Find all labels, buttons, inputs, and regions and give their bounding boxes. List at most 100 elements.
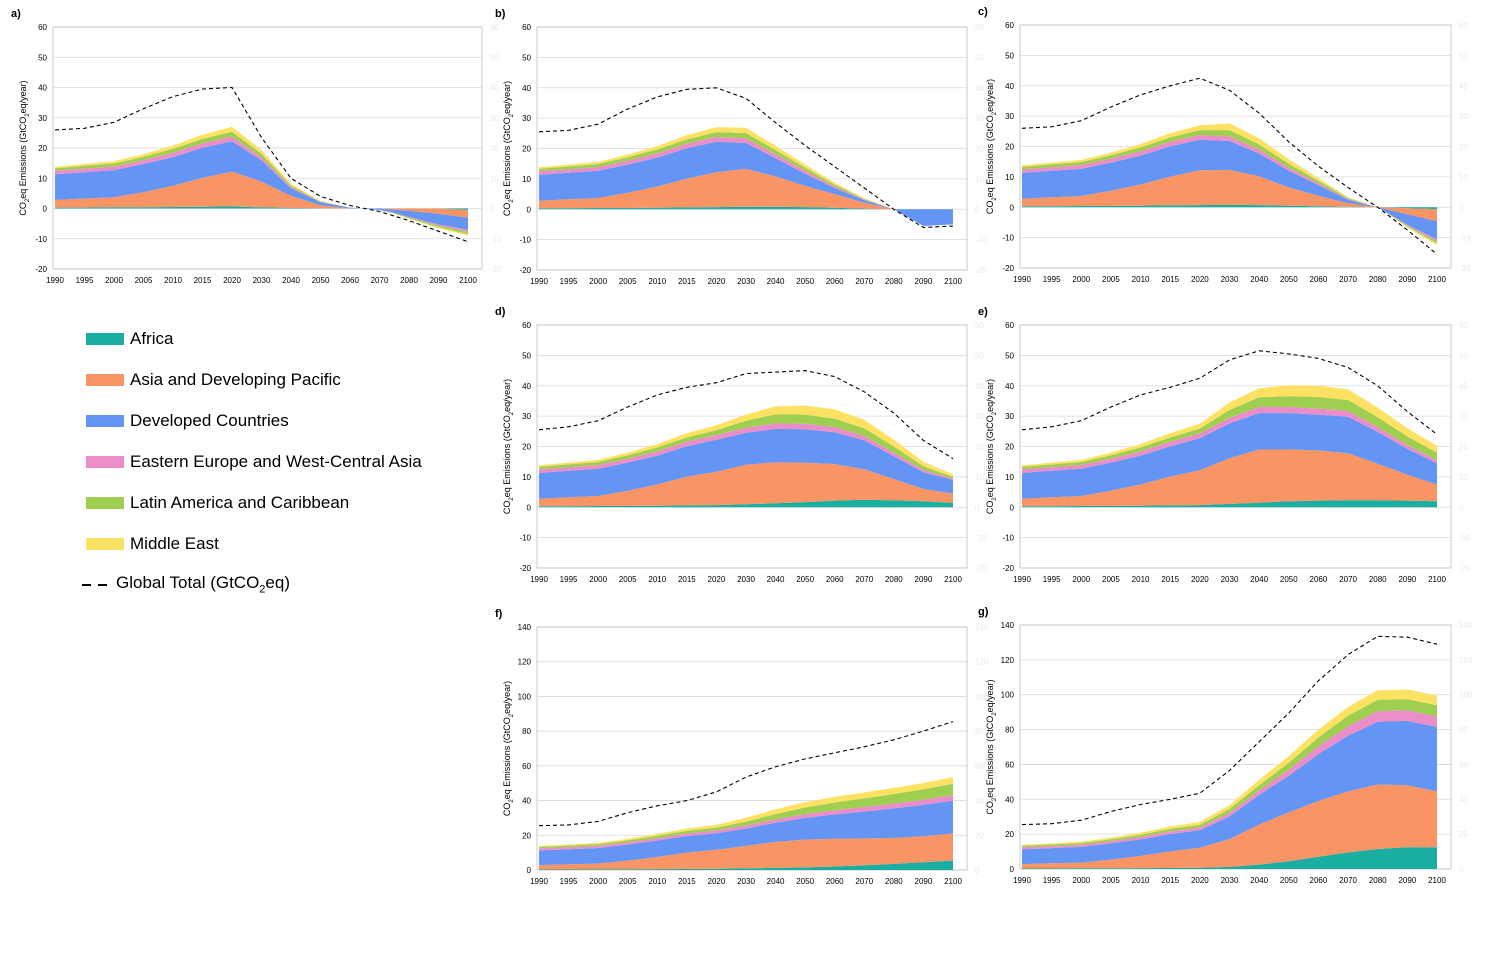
legend-item-latin-america: Latin America and Caribbean	[86, 482, 476, 523]
y2-tick-label: 10	[1459, 173, 1468, 182]
y-tick-label: 40	[522, 382, 531, 391]
x-tick-label: 2070	[1339, 575, 1357, 584]
x-tick-label: 2080	[885, 877, 903, 886]
y2-tick-label: 50	[1459, 351, 1468, 360]
x-tick-label: 2100	[944, 877, 962, 886]
x-tick-label: 2030	[737, 877, 755, 886]
x-tick-label: 2015	[678, 877, 696, 886]
y2-tick-label: 10	[975, 473, 984, 482]
x-tick-label: 2040	[767, 575, 785, 584]
x-tick-label: 1995	[1043, 575, 1061, 584]
y-tick-label: 40	[1005, 795, 1014, 804]
x-tick-label: 2060	[826, 277, 844, 286]
y2-tick-label: 30	[1459, 112, 1468, 121]
area-series-developed-countries	[1022, 720, 1437, 865]
y2-tick-label: 60	[1459, 21, 1468, 30]
y2-tick-label: 30	[490, 114, 499, 123]
legend: Africa Asia and Developing Pacific Devel…	[82, 318, 476, 605]
y-tick-label: 20	[522, 443, 531, 452]
area-series-developed-countries	[1022, 139, 1437, 240]
x-tick-label: 2030	[1221, 575, 1239, 584]
x-tick-label: 2040	[767, 277, 785, 286]
plot-frame	[1019, 24, 1452, 269]
y-tick-label: 40	[522, 797, 531, 806]
x-tick-label: 2060	[1310, 876, 1328, 885]
x-tick-label: 2070	[1339, 275, 1357, 284]
legend-item-developed: Developed Countries	[86, 400, 476, 441]
x-tick-label: 2060	[826, 575, 844, 584]
legend-label: Developed Countries	[130, 410, 289, 430]
y-axis-label: CO2eq Emissions (GtCO2eq/year)	[18, 80, 31, 215]
x-tick-label: 2060	[1310, 575, 1328, 584]
x-tick-label: 2040	[1250, 275, 1268, 284]
global-total-line	[538, 87, 954, 229]
legend-label: Latin America and Caribbean	[130, 492, 350, 512]
y-tick-label: 120	[518, 658, 532, 667]
y-tick-label: 140	[1001, 621, 1015, 630]
y-tick-label: 20	[1005, 143, 1014, 152]
area-series-latin-america-and-caribbean	[1022, 396, 1437, 470]
y2-tick-label: 60	[490, 23, 499, 32]
x-tick-label: 2005	[619, 877, 637, 886]
legend-swatch	[86, 496, 124, 509]
y2-tick-label: 40	[975, 382, 984, 391]
y2-tick-label: 40	[975, 84, 984, 93]
area-series-africa	[1022, 500, 1437, 508]
y2-tick-label: 10	[1459, 473, 1468, 482]
y-tick-label: -20	[519, 564, 531, 573]
area-series-eastern-europe-and-west-central-asia	[55, 136, 468, 232]
x-tick-label: 2040	[767, 877, 785, 886]
area-series-africa	[539, 860, 953, 870]
y2-tick-label: 60	[975, 321, 984, 330]
legend-item-africa: Africa	[86, 318, 476, 359]
x-tick-label: 2005	[1102, 275, 1120, 284]
x-tick-label: 2015	[1161, 575, 1179, 584]
y2-tick-label: 140	[1459, 621, 1473, 630]
y-tick-label: 60	[522, 23, 531, 32]
x-tick-label: 2070	[855, 877, 873, 886]
x-tick-label: 1990	[1013, 575, 1031, 584]
x-tick-label: 2050	[796, 877, 814, 886]
y2-tick-label: 30	[1459, 412, 1468, 421]
x-tick-label: 1990	[530, 277, 548, 286]
y-tick-label: 30	[522, 114, 531, 123]
legend-item-global-total: Global Total (GtCO2eq)	[82, 564, 476, 605]
x-tick-label: 2020	[1191, 876, 1209, 885]
y2-tick-label: 40	[975, 797, 984, 806]
y-tick-label: 60	[522, 762, 531, 771]
legend-swatch	[86, 414, 124, 427]
panel-letter: g)	[978, 606, 989, 618]
y2-tick-label: 20	[490, 144, 499, 153]
y-tick-label: 50	[1005, 51, 1014, 60]
y2-tick-label: 40	[1459, 795, 1468, 804]
plot-frame	[536, 26, 968, 271]
y2-tick-label: 0	[975, 866, 980, 875]
y2-tick-label: 140	[975, 623, 989, 632]
x-tick-label: 2050	[796, 277, 814, 286]
x-tick-label: 2090	[915, 877, 933, 886]
area-series-developed-countries	[1022, 413, 1437, 499]
global-total-line	[1021, 350, 1438, 435]
y-tick-label: 120	[1001, 656, 1015, 665]
dashed-line-icon	[82, 579, 112, 591]
y2-tick-label: 60	[975, 23, 984, 32]
x-tick-label: 1995	[560, 277, 578, 286]
area-series-developed-countries	[539, 141, 953, 226]
x-tick-label: 2070	[855, 575, 873, 584]
y-tick-label: 40	[38, 84, 47, 93]
x-tick-label: 2060	[1310, 275, 1328, 284]
x-tick-label: 2030	[1221, 876, 1239, 885]
y-tick-label: -10	[35, 235, 47, 244]
y2-tick-label: 100	[1459, 691, 1473, 700]
x-tick-label: 2020	[223, 276, 241, 285]
y-tick-label: 40	[1005, 82, 1014, 91]
x-tick-label: 2090	[915, 277, 933, 286]
x-tick-label: 1990	[1013, 876, 1031, 885]
y-tick-label: 100	[518, 692, 532, 701]
x-tick-label: 2020	[1191, 275, 1209, 284]
global-total-line	[538, 721, 954, 827]
x-tick-label: 2060	[826, 877, 844, 886]
